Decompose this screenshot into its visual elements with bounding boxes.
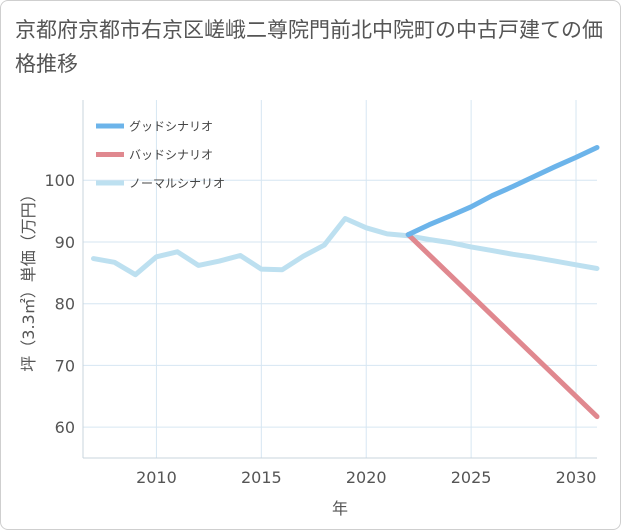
y-axis-ticks: 60 70 80 90 100 — [44, 171, 75, 437]
series-lines — [91, 145, 600, 420]
y-tick-label: 80 — [55, 295, 75, 314]
x-tick-label: 2010 — [136, 468, 177, 487]
legend-label: バッドシナリオ — [129, 148, 213, 162]
legend-label: グッドシナリオ — [129, 120, 213, 134]
x-tick-label: 2030 — [556, 468, 597, 487]
x-tick-label: 2025 — [451, 468, 492, 487]
chart-title: 京都府京都市右京区嵯峨二尊院門前北中院町の中古戸建ての価格推移 — [15, 18, 603, 76]
y-tick-label: 60 — [55, 418, 75, 437]
y-tick-label: 100 — [44, 171, 75, 190]
grid-lines — [82, 100, 597, 459]
series-line-1 — [405, 232, 600, 420]
x-axis-ticks: 2010 2015 2020 2025 2030 — [136, 468, 596, 487]
y-tick-label: 70 — [55, 356, 75, 375]
y-tick-label: 90 — [55, 233, 75, 252]
legend-label: ノーマルシナリオ — [129, 177, 225, 191]
x-axis-title: 年 — [332, 499, 348, 518]
x-tick-label: 2015 — [241, 468, 282, 487]
series-line-0 — [405, 145, 600, 238]
y-axis-title: 坪（3.3㎡）単価（万円） — [19, 186, 38, 371]
series-line-2 — [91, 216, 600, 278]
x-tick-label: 2020 — [346, 468, 387, 487]
